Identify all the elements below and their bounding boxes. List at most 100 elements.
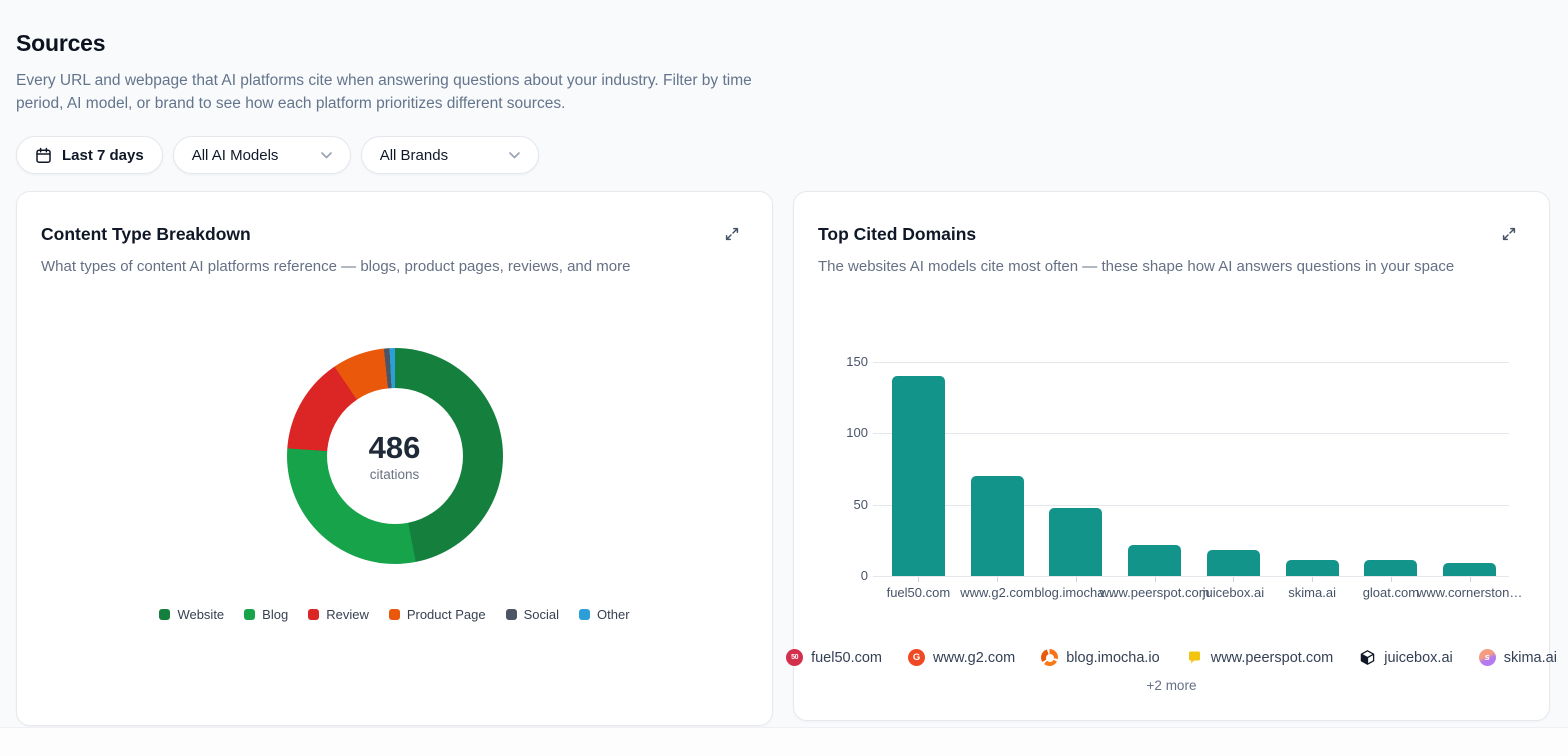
chart-bar: [1049, 507, 1103, 576]
chart-bar: [970, 476, 1024, 576]
gridline: [879, 504, 1509, 506]
card-subtitle: The websites AI models cite most often —…: [818, 258, 1455, 275]
peerspot-favicon: [1188, 651, 1200, 664]
top-cited-domains-card: Top Cited Domains The websites AI models…: [786, 191, 1557, 721]
chart-bar: [891, 376, 945, 576]
date-range-button[interactable]: Last 7 days: [16, 136, 163, 174]
domain-item: s skima.ai: [1478, 649, 1557, 666]
x-tick: [1075, 577, 1077, 582]
chevron-down-icon: [508, 151, 520, 158]
legend-item: Social: [505, 607, 560, 622]
x-axis-label: blog.imocha…: [1034, 585, 1118, 600]
filter-bar: Last 7 days All AI Models All Brands: [16, 136, 1552, 174]
cards-row: Content Type Breakdown What types of con…: [16, 191, 1557, 726]
legend-label: Review: [326, 607, 369, 622]
g2-favicon: G: [908, 649, 926, 666]
y-tick: [873, 362, 879, 363]
gridline: [879, 576, 1509, 577]
legend-swatch: [159, 609, 171, 620]
page-description: Every URL and webpage that AI platforms …: [16, 72, 752, 112]
y-axis-label: 100: [846, 425, 868, 441]
card-title: Content Type Breakdown: [41, 224, 251, 244]
more-domains-button[interactable]: +2 more: [1146, 678, 1197, 693]
brand-select[interactable]: All Brands: [360, 136, 539, 174]
expand-top-domains-button[interactable]: [1499, 224, 1519, 244]
date-range-label: Last 7 days: [62, 146, 144, 164]
domain-item: G www.g2.com: [908, 649, 1015, 666]
sources-page: Sources Every URL and webpage that AI pl…: [16, 30, 1557, 726]
x-tick: [1233, 577, 1235, 582]
x-tick: [997, 577, 999, 582]
gridline: [879, 433, 1509, 435]
x-tick: [1154, 577, 1156, 582]
domain-item: juicebox.ai: [1359, 649, 1453, 666]
x-axis-label: fuel50.com: [886, 585, 951, 600]
legend-label: Social: [523, 607, 560, 622]
x-tick: [1312, 577, 1314, 582]
legend-label: Other: [597, 607, 630, 622]
ai-model-value: All AI Models: [191, 146, 279, 164]
x-axis-label: www.g2.com: [960, 585, 1034, 600]
brand-value: All Brands: [379, 146, 449, 164]
legend-swatch: [244, 609, 256, 620]
domain-item: www.peerspot.com: [1186, 649, 1334, 666]
citations-unit-label: citations: [369, 467, 420, 482]
domain-item: blog.imocha.io: [1041, 649, 1160, 666]
chart-bar: [1443, 563, 1497, 576]
chart-bar: [1364, 560, 1418, 576]
expand-content-type-button[interactable]: [722, 224, 742, 244]
donut-legend: Website Blog Review Product Page Social Other: [41, 607, 748, 622]
ai-model-select[interactable]: All AI Models: [172, 136, 351, 174]
legend-label: Blog: [262, 607, 289, 622]
x-tick: [918, 577, 920, 582]
legend-swatch: [388, 609, 400, 620]
domain-label: www.peerspot.com: [1210, 649, 1334, 666]
x-tick: [1469, 577, 1471, 582]
citations-total: 486: [368, 430, 421, 465]
x-axis-label: www.cornerston…: [1416, 585, 1523, 600]
cited-domains-row: 50 fuel50.com G www.g2.com blog.imocha.i…: [786, 649, 1557, 666]
chevron-down-icon: [320, 151, 332, 158]
domain-label: blog.imocha.io: [1066, 649, 1160, 666]
domain-label: www.g2.com: [933, 649, 1016, 666]
card-subtitle: What types of content AI platforms refer…: [41, 258, 631, 275]
x-axis-label: juicebox.ai: [1202, 585, 1265, 600]
expand-icon: [1502, 227, 1516, 241]
chart-bar: [1285, 560, 1339, 576]
calendar-icon: [36, 147, 51, 163]
content-type-breakdown-card: Content Type Breakdown What types of con…: [16, 191, 773, 726]
imocha-favicon: [1041, 649, 1059, 666]
y-tick: [873, 504, 879, 506]
x-tick: [1390, 577, 1392, 582]
domain-label: fuel50.com: [811, 649, 883, 666]
domain-label: juicebox.ai: [1384, 649, 1453, 666]
legend-item: Blog: [244, 607, 288, 622]
y-axis-label: 50: [853, 496, 868, 512]
legend-label: Website: [177, 607, 225, 622]
x-axis-label: skima.ai: [1288, 585, 1336, 600]
legend-item: Review: [308, 607, 369, 622]
legend-item: Other: [579, 607, 630, 622]
expand-icon: [725, 227, 739, 241]
bar-chart: 0 50 100 150 fuel50.com www.g2.com blog.imocha…: [818, 338, 1527, 600]
legend-item: Website: [159, 607, 224, 622]
donut-center: 486 citations: [326, 388, 463, 524]
domain-item: 50 fuel50.com: [786, 649, 882, 666]
y-tick: [873, 576, 879, 577]
chart-bar: [1206, 550, 1260, 576]
y-tick: [873, 433, 879, 435]
fuel50-favicon: 50: [786, 649, 804, 666]
bottom-divider: [0, 727, 1568, 756]
donut-chart: 486 citations: [286, 348, 503, 564]
legend-swatch: [505, 609, 517, 620]
chart-bar: [1128, 544, 1182, 576]
legend-item: Product Page: [388, 607, 486, 622]
legend-swatch: [579, 609, 591, 620]
x-axis-label: www.peerspot.com: [1099, 585, 1210, 600]
x-axis-label: gloat.com: [1362, 585, 1420, 600]
domain-label: skima.ai: [1503, 649, 1557, 666]
skima-favicon: s: [1478, 649, 1496, 666]
y-axis-label: 0: [860, 568, 868, 583]
y-axis-label: 150: [846, 354, 868, 369]
card-title: Top Cited Domains: [818, 224, 977, 244]
